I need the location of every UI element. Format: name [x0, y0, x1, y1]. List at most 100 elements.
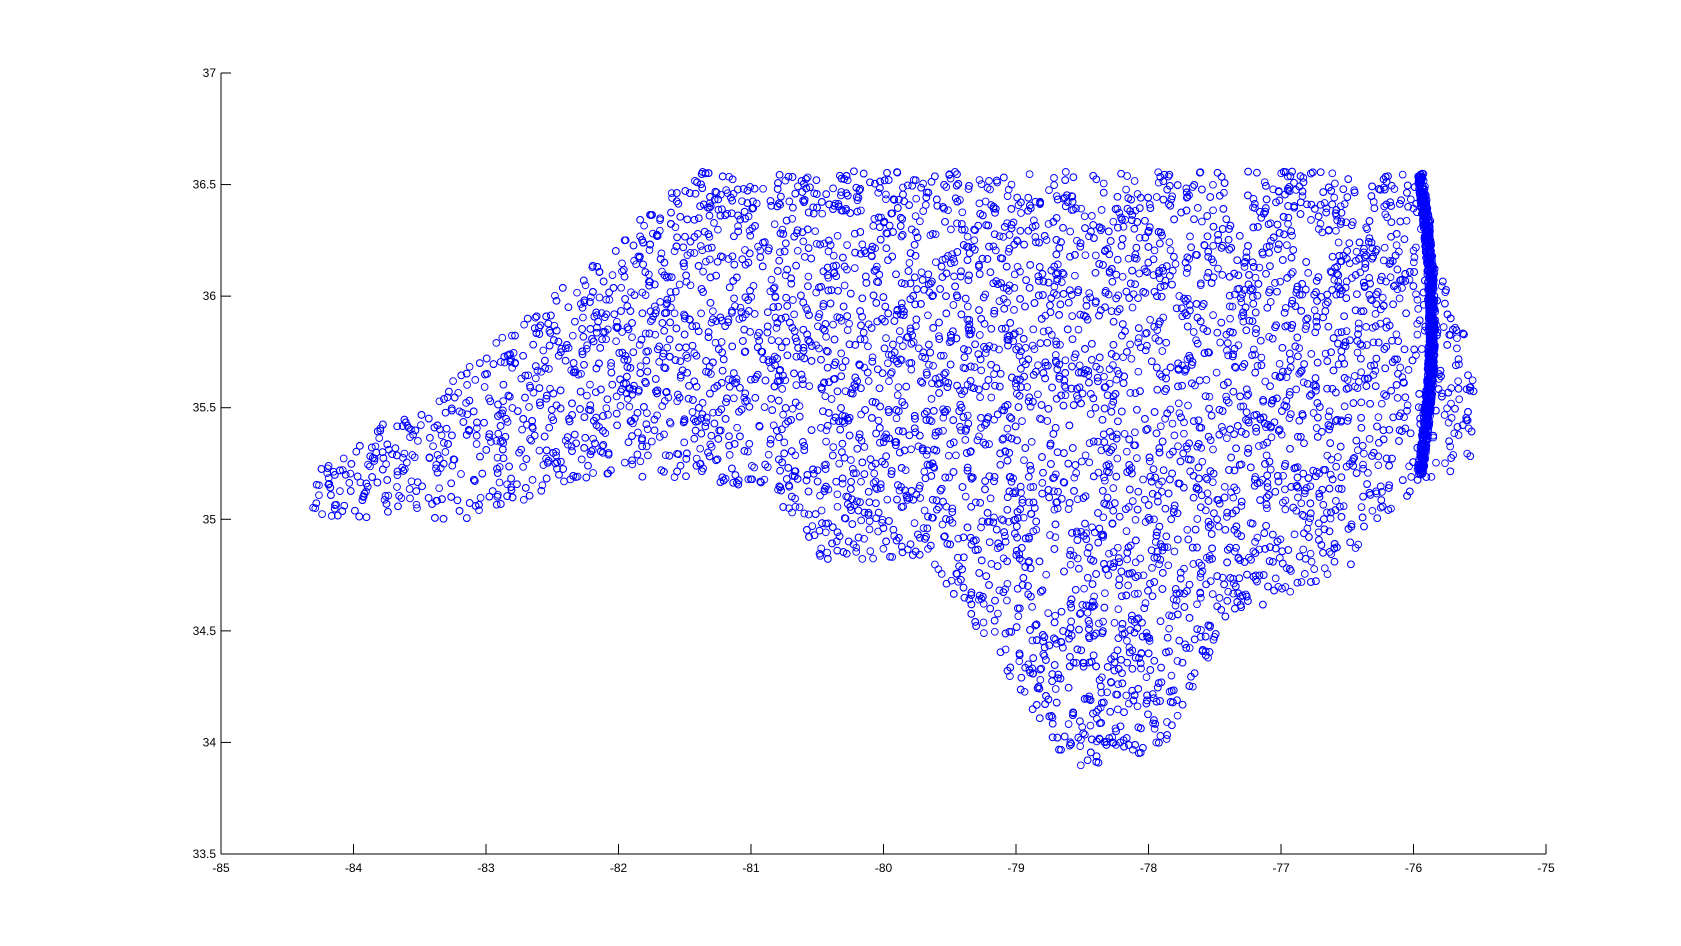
- data-point: [828, 451, 837, 460]
- data-point: [315, 491, 323, 500]
- data-point: [893, 391, 902, 399]
- data-point: [1045, 186, 1053, 194]
- data-point: [1278, 584, 1286, 593]
- data-point: [1135, 269, 1144, 278]
- data-point: [1263, 479, 1272, 487]
- data-point: [1157, 487, 1166, 496]
- data-point: [897, 232, 906, 241]
- data-point: [651, 330, 660, 339]
- data-point: [1342, 327, 1351, 335]
- data-point: [1155, 560, 1163, 569]
- data-point: [1185, 254, 1194, 263]
- data-point: [1224, 351, 1233, 360]
- data-point: [1267, 433, 1276, 442]
- data-point: [1133, 702, 1142, 711]
- data-point: [643, 409, 651, 417]
- data-point: [1025, 284, 1034, 292]
- data-point: [975, 306, 983, 314]
- data-point: [1400, 379, 1408, 387]
- data-point: [730, 294, 738, 303]
- data-point: [1202, 376, 1211, 384]
- data-point: [868, 353, 877, 362]
- data-point: [1034, 361, 1042, 370]
- data-point: [1446, 442, 1455, 451]
- data-point: [648, 315, 656, 324]
- data-point: [1193, 204, 1202, 212]
- data-point: [837, 349, 846, 358]
- data-point: [612, 337, 620, 346]
- data-point: [985, 342, 994, 350]
- data-point: [1290, 530, 1299, 539]
- data-point: [1279, 471, 1287, 480]
- data-point: [1326, 470, 1335, 479]
- data-point: [1124, 699, 1133, 708]
- data-point: [1076, 742, 1085, 751]
- data-point: [975, 199, 984, 208]
- data-point: [1365, 274, 1374, 282]
- data-point: [696, 242, 705, 250]
- data-point: [1075, 564, 1083, 573]
- data-point: [1237, 298, 1246, 307]
- data-point: [1092, 570, 1100, 578]
- data-point: [1077, 204, 1086, 213]
- data-point: [931, 258, 940, 267]
- data-point: [997, 515, 1006, 524]
- data-point: [1015, 351, 1024, 360]
- data-point: [1286, 363, 1295, 372]
- data-point: [1129, 290, 1138, 299]
- data-point: [1316, 219, 1325, 228]
- data-point: [1381, 210, 1390, 219]
- data-point: [1130, 177, 1139, 185]
- data-point: [1034, 390, 1042, 399]
- data-point: [472, 440, 481, 448]
- data-point: [770, 283, 779, 292]
- data-point: [857, 516, 866, 525]
- data-point: [882, 334, 890, 342]
- data-point: [1230, 547, 1239, 556]
- data-point: [1014, 612, 1023, 621]
- data-point: [1432, 458, 1440, 467]
- data-point: [498, 333, 507, 342]
- data-point: [754, 242, 762, 251]
- data-point: [989, 242, 998, 251]
- data-point: [1218, 423, 1226, 431]
- data-point: [1405, 462, 1413, 471]
- data-point: [804, 510, 813, 519]
- data-point: [1353, 384, 1362, 392]
- data-point: [670, 247, 679, 256]
- data-point: [539, 461, 548, 469]
- data-point: [1223, 513, 1231, 521]
- data-point: [1322, 204, 1331, 213]
- data-point: [1001, 532, 1009, 540]
- data-point: [924, 311, 932, 320]
- data-point: [835, 459, 844, 468]
- data-point: [977, 523, 985, 532]
- data-point: [1018, 495, 1027, 504]
- data-point: [1026, 402, 1035, 411]
- data-point: [1209, 311, 1217, 319]
- data-point: [1453, 334, 1461, 343]
- data-point: [950, 258, 959, 266]
- data-point: [1004, 247, 1013, 256]
- data-point: [756, 246, 765, 255]
- data-point: [535, 446, 544, 455]
- data-point: [1323, 508, 1331, 517]
- data-point: [1346, 538, 1355, 547]
- data-point: [1206, 193, 1215, 201]
- data-point: [1090, 601, 1099, 610]
- data-point: [649, 229, 657, 238]
- data-point: [829, 251, 838, 260]
- data-point: [990, 513, 998, 522]
- data-point: [667, 294, 676, 303]
- data-point: [750, 463, 759, 472]
- data-point: [1373, 288, 1382, 296]
- data-point: [1026, 483, 1035, 492]
- data-point: [1214, 522, 1223, 531]
- data-point: [485, 492, 494, 501]
- data-point: [1205, 392, 1214, 401]
- data-point: [927, 395, 936, 403]
- data-point: [1059, 270, 1068, 279]
- data-point: [1271, 574, 1280, 583]
- data-point: [975, 176, 984, 184]
- data-point: [827, 395, 836, 403]
